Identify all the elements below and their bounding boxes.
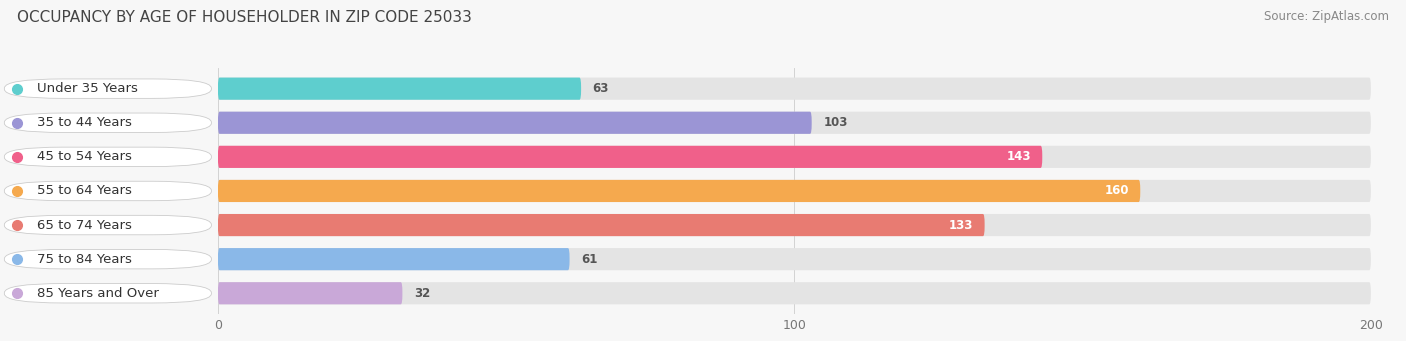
FancyBboxPatch shape [4, 79, 211, 99]
Text: 63: 63 [592, 82, 609, 95]
Text: Under 35 Years: Under 35 Years [37, 82, 138, 95]
Text: 143: 143 [1007, 150, 1031, 163]
FancyBboxPatch shape [218, 214, 1371, 236]
Text: OCCUPANCY BY AGE OF HOUSEHOLDER IN ZIP CODE 25033: OCCUPANCY BY AGE OF HOUSEHOLDER IN ZIP C… [17, 10, 472, 25]
FancyBboxPatch shape [218, 112, 1371, 134]
FancyBboxPatch shape [4, 147, 211, 167]
Text: 32: 32 [413, 287, 430, 300]
Text: 35 to 44 Years: 35 to 44 Years [37, 116, 132, 129]
FancyBboxPatch shape [4, 284, 211, 303]
FancyBboxPatch shape [218, 214, 984, 236]
FancyBboxPatch shape [4, 250, 211, 269]
FancyBboxPatch shape [218, 146, 1042, 168]
Text: 75 to 84 Years: 75 to 84 Years [37, 253, 132, 266]
FancyBboxPatch shape [218, 180, 1140, 202]
Text: 65 to 74 Years: 65 to 74 Years [37, 219, 132, 232]
FancyBboxPatch shape [4, 113, 211, 133]
Text: 55 to 64 Years: 55 to 64 Years [37, 184, 132, 197]
Text: 160: 160 [1104, 184, 1129, 197]
FancyBboxPatch shape [218, 282, 1371, 304]
FancyBboxPatch shape [4, 216, 211, 235]
Text: 85 Years and Over: 85 Years and Over [37, 287, 159, 300]
Text: 61: 61 [581, 253, 598, 266]
FancyBboxPatch shape [218, 282, 402, 304]
FancyBboxPatch shape [218, 78, 1371, 100]
FancyBboxPatch shape [4, 181, 211, 201]
FancyBboxPatch shape [218, 180, 1371, 202]
FancyBboxPatch shape [218, 78, 581, 100]
Text: 45 to 54 Years: 45 to 54 Years [37, 150, 132, 163]
FancyBboxPatch shape [218, 248, 1371, 270]
FancyBboxPatch shape [218, 248, 569, 270]
Text: Source: ZipAtlas.com: Source: ZipAtlas.com [1264, 10, 1389, 23]
Text: 103: 103 [824, 116, 848, 129]
FancyBboxPatch shape [218, 112, 811, 134]
Text: 133: 133 [949, 219, 973, 232]
FancyBboxPatch shape [218, 146, 1371, 168]
